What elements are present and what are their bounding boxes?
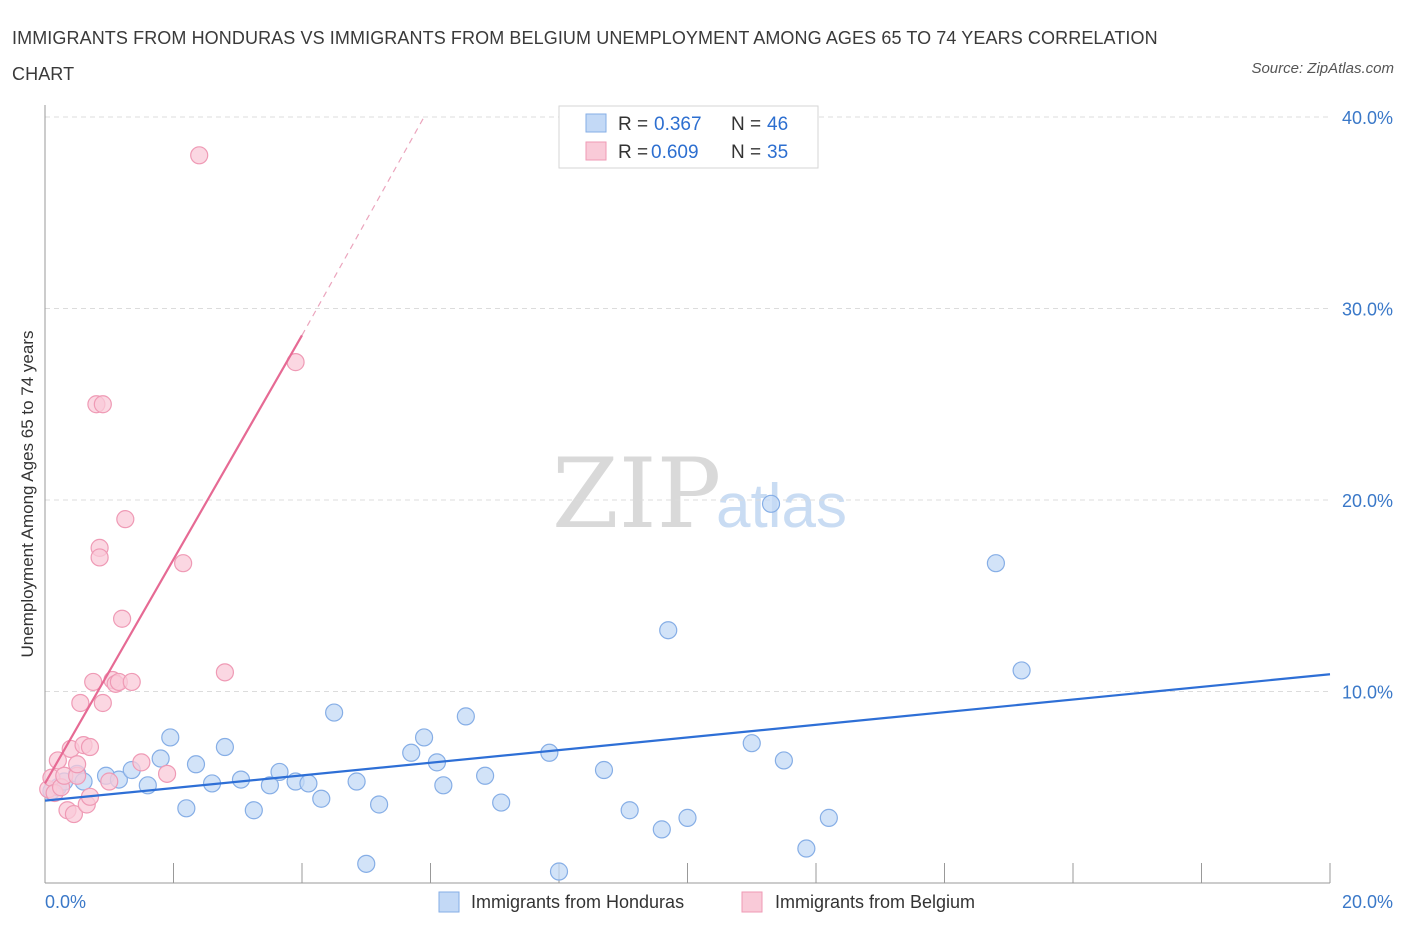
- y-axis-label: Unemployment Among Ages 65 to 74 years: [18, 331, 37, 658]
- point-belgium-20: [93, 395, 112, 414]
- bottom-legend-label-belgium: Immigrants from Belgium: [775, 892, 975, 912]
- point-honduras-45: [986, 554, 1006, 573]
- legend-n-value-honduras: 46: [767, 114, 788, 135]
- point-belgium-16: [84, 672, 103, 692]
- point-honduras-38: [659, 621, 678, 640]
- point-honduras-17: [260, 776, 279, 795]
- point-honduras-36: [620, 801, 639, 820]
- point-honduras-20: [299, 774, 318, 793]
- legend-n-label-belgium: N =: [731, 142, 761, 163]
- point-honduras-40: [742, 734, 761, 753]
- point-honduras-42: [774, 751, 793, 770]
- point-honduras-34: [549, 862, 569, 881]
- point-honduras-37: [652, 820, 671, 839]
- point-belgium-15: [80, 737, 100, 757]
- series-honduras-points: [42, 494, 1031, 881]
- point-honduras-31: [476, 766, 495, 785]
- point-honduras-39: [678, 808, 697, 827]
- legend-r-value-honduras: 0.367: [654, 114, 702, 135]
- point-belgium-31: [174, 554, 193, 573]
- point-honduras-29: [434, 776, 453, 795]
- x-tick-label-max: 20.0%: [1342, 892, 1393, 912]
- bottom-legend-swatch-belgium: [741, 891, 763, 913]
- point-honduras-25: [370, 795, 389, 814]
- legend-r-value-belgium: 0.609: [651, 142, 699, 163]
- trendline-belgium: [44, 334, 303, 784]
- y-tick-labels: 10.0% 20.0% 30.0% 40.0%: [1342, 108, 1393, 703]
- point-honduras-30: [456, 707, 475, 726]
- y-tick-label-40: 40.0%: [1342, 108, 1393, 128]
- point-honduras-26: [402, 743, 421, 762]
- point-belgium-11: [71, 693, 90, 713]
- point-honduras-15: [231, 770, 251, 789]
- point-belgium-19: [90, 548, 109, 567]
- series-legend: Immigrants from Honduras Immigrants from…: [438, 891, 975, 913]
- point-honduras-33: [540, 743, 559, 762]
- point-belgium-32: [190, 146, 209, 165]
- point-belgium-30: [157, 764, 177, 783]
- x-axis-ticks: [44, 863, 1331, 883]
- legend-r-label-honduras: R =: [618, 114, 648, 135]
- correlation-legend: R = 0.367 N = 46 R = 0.609 N = 35: [558, 105, 819, 169]
- point-honduras-24: [357, 854, 376, 873]
- y-tick-label-30: 30.0%: [1342, 300, 1393, 320]
- bottom-legend-label-honduras: Immigrants from Honduras: [471, 892, 684, 912]
- point-honduras-12: [186, 755, 206, 774]
- series-belgium-points: [39, 146, 305, 824]
- point-honduras-41: [761, 494, 781, 513]
- point-belgium-10: [68, 755, 87, 774]
- point-belgium-27: [116, 510, 135, 529]
- point-honduras-27: [414, 728, 434, 747]
- source-label: Source: ZipAtlas.com: [1251, 60, 1394, 77]
- point-belgium-29: [132, 753, 151, 772]
- point-belgium-26: [112, 609, 132, 628]
- trendline-belgium-extension: [301, 116, 425, 336]
- point-honduras-32: [492, 793, 511, 812]
- legend-swatch-belgium: [585, 141, 607, 161]
- legend-r-label-belgium: R =: [618, 142, 648, 163]
- point-honduras-11: [177, 799, 196, 818]
- point-belgium-33: [215, 663, 234, 682]
- point-honduras-23: [347, 772, 366, 791]
- point-belgium-8: [64, 804, 84, 824]
- point-belgium-21: [93, 693, 112, 713]
- chart-title: IMMIGRANTS FROM HONDURAS VS IMMIGRANTS F…: [12, 28, 1158, 84]
- point-honduras-43: [797, 839, 816, 858]
- grid-lines: [45, 116, 1330, 692]
- watermark-zip: ZIP: [552, 438, 721, 550]
- watermark-atlas: atlas: [716, 472, 847, 541]
- point-honduras-16: [244, 801, 263, 820]
- x-tick-label-min: 0.0%: [45, 892, 86, 912]
- point-belgium-22: [100, 772, 119, 791]
- legend-swatch-honduras: [585, 113, 607, 133]
- trendlines: [44, 116, 1331, 802]
- point-honduras-9: [151, 749, 170, 768]
- y-tick-label-20: 20.0%: [1342, 491, 1393, 511]
- bottom-legend-swatch-honduras: [438, 891, 460, 913]
- legend-n-value-belgium: 35: [767, 142, 788, 163]
- point-honduras-35: [594, 760, 614, 780]
- point-honduras-10: [161, 728, 180, 747]
- point-honduras-46: [1012, 661, 1031, 680]
- point-honduras-21: [312, 789, 331, 808]
- point-belgium-28: [122, 672, 141, 692]
- legend-n-label-honduras: N =: [731, 114, 761, 135]
- point-honduras-44: [819, 808, 838, 827]
- trendline-honduras: [44, 673, 1331, 802]
- y-tick-label-10: 10.0%: [1342, 683, 1393, 703]
- point-honduras-22: [325, 703, 344, 722]
- point-honduras-14: [215, 737, 234, 757]
